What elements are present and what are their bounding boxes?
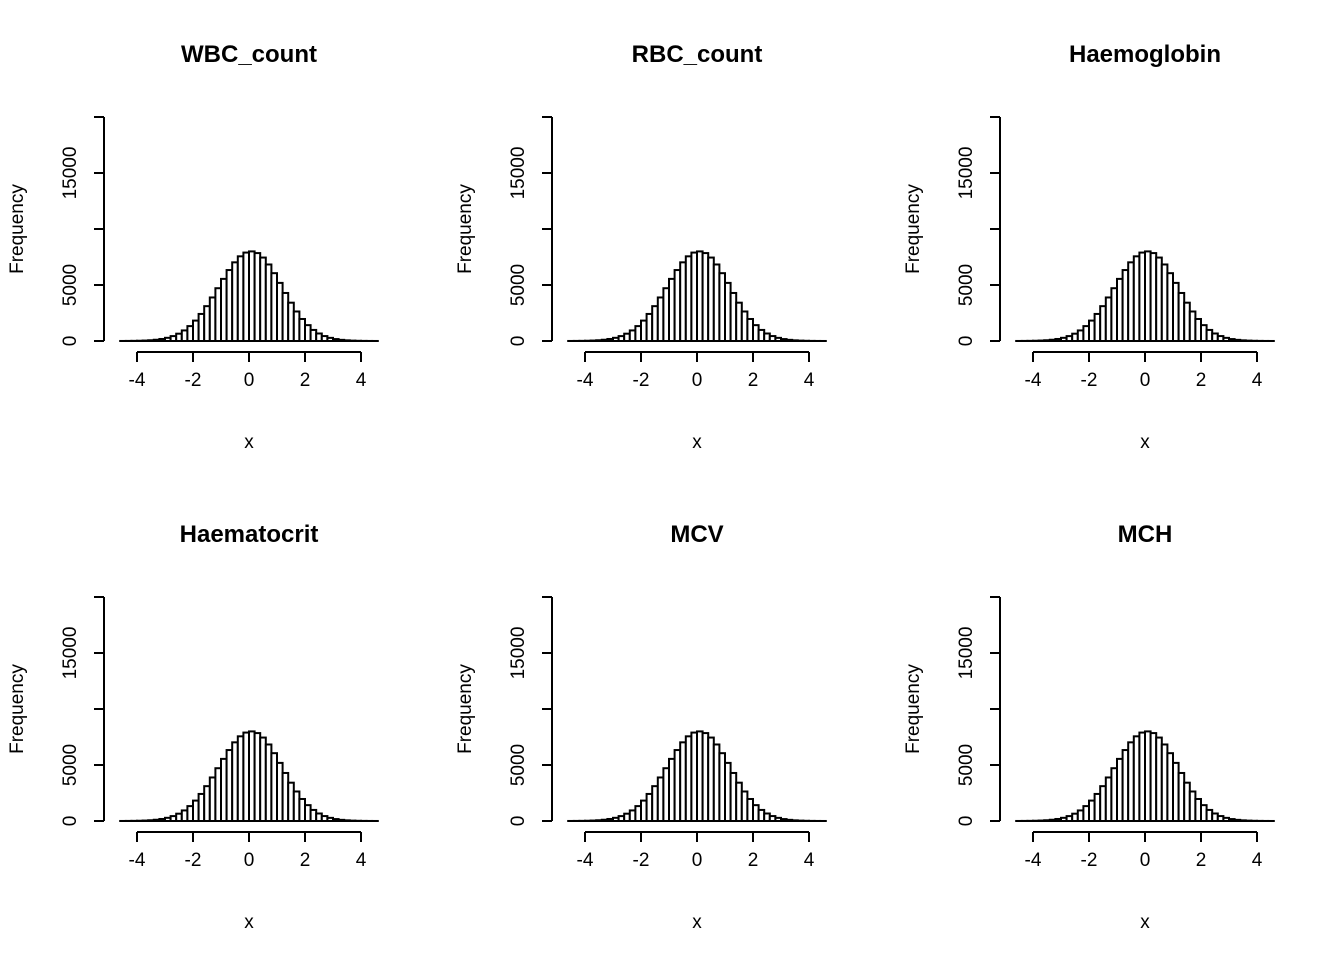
y-tick-label: 0 <box>508 336 529 347</box>
x-tick-label: 2 <box>1196 850 1207 871</box>
histogram-panel: MCH -4 -2 0 2 4 x 0 5000 15000 Frequency <box>903 521 1275 933</box>
y-tick-label: 0 <box>508 816 529 827</box>
x-tick-label: 2 <box>748 370 759 391</box>
y-tick-label: 15000 <box>60 147 81 200</box>
chart-title: RBC_count <box>632 41 763 68</box>
y-tick-label: 5000 <box>956 744 977 786</box>
y-tick-label: 5000 <box>508 264 529 306</box>
x-tick-label: 4 <box>1252 850 1263 871</box>
histogram-panel: Haematocrit -4 -2 0 2 4 x 0 5000 15000 Frequency <box>7 521 379 933</box>
chart-title: WBC_count <box>181 41 317 68</box>
y-tick-label: 15000 <box>956 627 977 680</box>
x-tick-label: 0 <box>692 370 703 391</box>
x-tick-label: 0 <box>244 370 255 391</box>
x-tick-label: -2 <box>1081 370 1098 391</box>
x-tick-label: -2 <box>1081 850 1098 871</box>
x-tick-label: 4 <box>1252 370 1263 391</box>
x-axis-label: x <box>692 912 702 933</box>
histogram-panel: RBC_count -4 -2 0 2 4 x 0 5000 15000 Frequency <box>455 41 827 453</box>
histogram-panel: Haemoglobin -4 -2 0 2 4 x 0 5000 15000 Frequency <box>903 41 1275 453</box>
x-tick-label: 2 <box>300 370 311 391</box>
x-axis-label: x <box>244 432 254 453</box>
x-tick-label: -4 <box>129 370 146 391</box>
x-tick-label: 0 <box>1140 850 1151 871</box>
x-axis-label: x <box>244 912 254 933</box>
x-tick-label: 4 <box>804 370 815 391</box>
x-tick-label: -2 <box>633 850 650 871</box>
y-axis-label: Frequency <box>7 664 28 754</box>
x-tick-label: 0 <box>1140 370 1151 391</box>
x-tick-label: 0 <box>692 850 703 871</box>
y-tick-label: 0 <box>956 336 977 347</box>
x-tick-label: -4 <box>577 850 594 871</box>
x-tick-label: -4 <box>1025 850 1042 871</box>
x-tick-label: 2 <box>1196 370 1207 391</box>
y-tick-label: 0 <box>60 816 81 827</box>
y-tick-label: 15000 <box>60 627 81 680</box>
x-tick-label: -2 <box>633 370 650 391</box>
x-tick-label: 4 <box>356 370 367 391</box>
x-tick-label: 2 <box>300 850 311 871</box>
x-tick-label: -4 <box>129 850 146 871</box>
x-tick-label: 4 <box>804 850 815 871</box>
y-tick-label: 5000 <box>60 264 81 306</box>
histogram-panel: WBC_count -4 -2 0 2 4 x 0 5000 15000 Frequency <box>7 41 379 453</box>
x-axis-label: x <box>1140 912 1150 933</box>
y-tick-label: 0 <box>956 816 977 827</box>
chart-title: Haemoglobin <box>1069 41 1221 68</box>
x-axis-label: x <box>692 432 702 453</box>
chart-title: MCH <box>1118 521 1173 548</box>
y-tick-label: 5000 <box>956 264 977 306</box>
y-axis-label: Frequency <box>903 664 924 754</box>
x-tick-label: -4 <box>577 370 594 391</box>
x-tick-label: 4 <box>356 850 367 871</box>
y-tick-label: 15000 <box>508 147 529 200</box>
y-tick-label: 15000 <box>508 627 529 680</box>
y-tick-label: 15000 <box>956 147 977 200</box>
chart-title: MCV <box>670 521 723 548</box>
y-axis-label: Frequency <box>903 184 924 274</box>
y-tick-label: 5000 <box>508 744 529 786</box>
histogram-panel: MCV -4 -2 0 2 4 x 0 5000 15000 Frequency <box>455 521 827 933</box>
chart-title: Haematocrit <box>180 521 319 548</box>
x-axis-label: x <box>1140 432 1150 453</box>
x-tick-label: 2 <box>748 850 759 871</box>
y-axis-label: Frequency <box>455 664 476 754</box>
y-tick-label: 0 <box>60 336 81 347</box>
y-axis-label: Frequency <box>455 184 476 274</box>
x-tick-label: -4 <box>1025 370 1042 391</box>
x-tick-label: -2 <box>185 370 202 391</box>
y-tick-label: 5000 <box>60 744 81 786</box>
x-tick-label: -2 <box>185 850 202 871</box>
y-axis-label: Frequency <box>7 184 28 274</box>
x-tick-label: 0 <box>244 850 255 871</box>
